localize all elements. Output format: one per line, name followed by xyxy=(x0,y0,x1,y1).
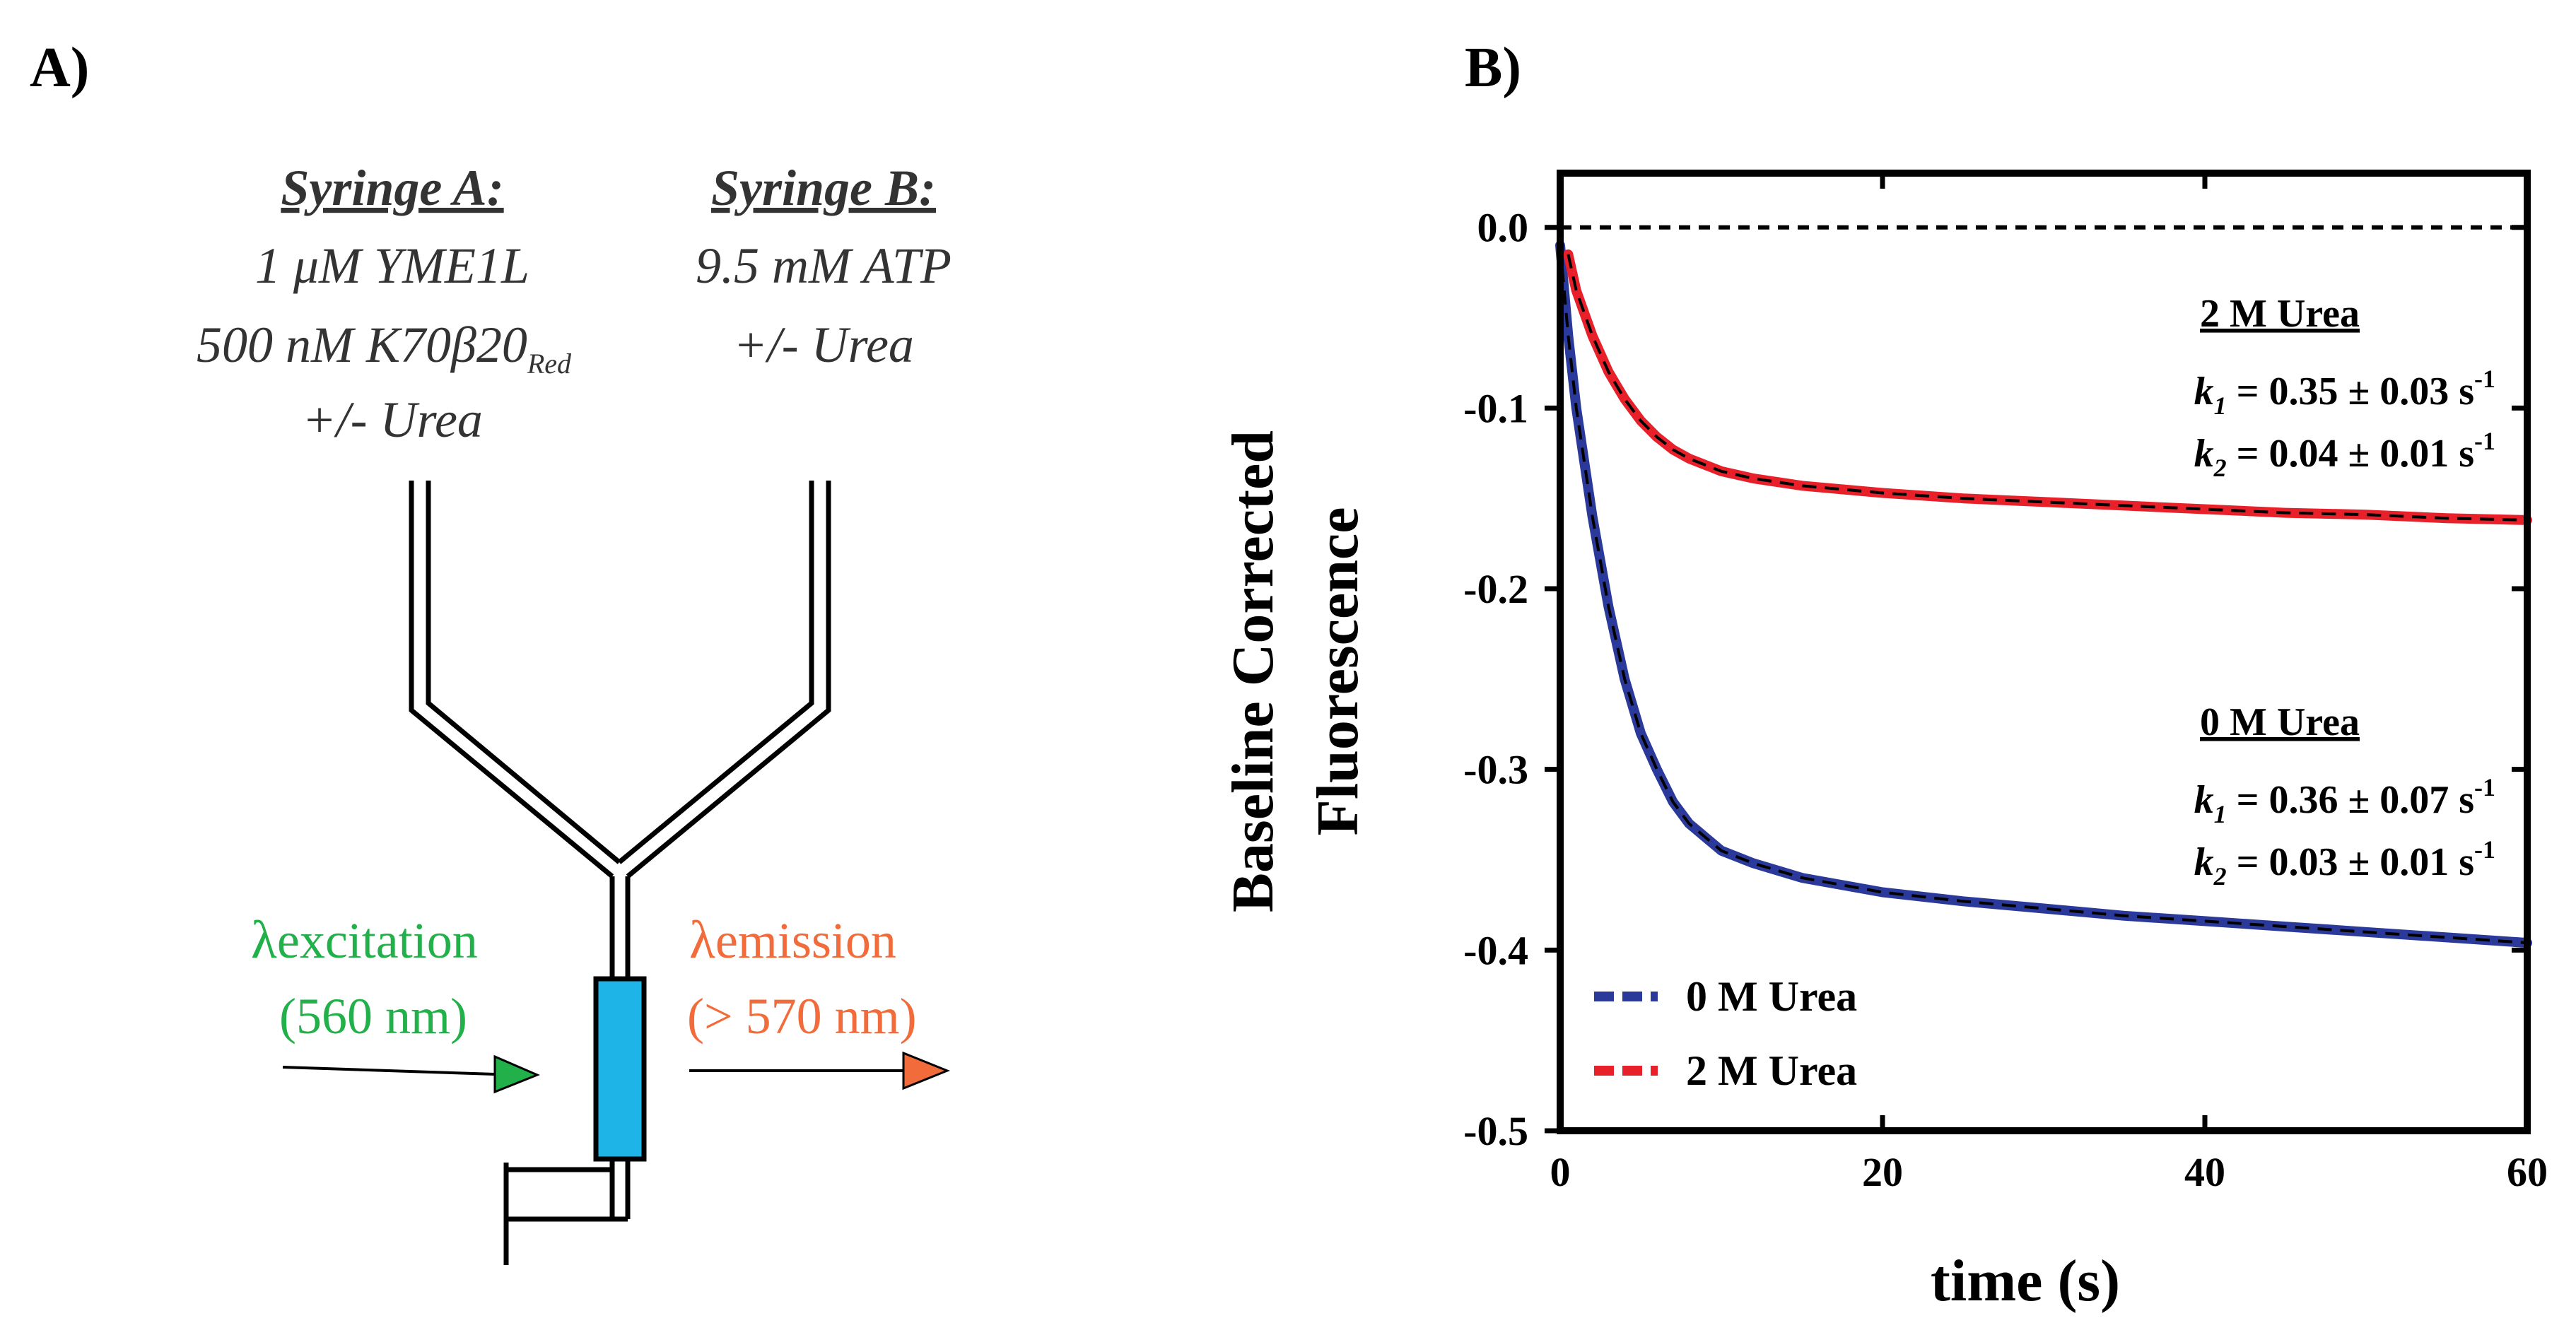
k1-subscript-2m: 1 xyxy=(2214,392,2227,420)
k2-value-0m: = 0.03 ± 0.01 s xyxy=(2227,840,2474,884)
x-tick-label: 20 xyxy=(1862,1149,1903,1195)
y-tick-label: -0.5 xyxy=(1463,1108,1528,1154)
syringe-a-title: Syringe A: xyxy=(281,160,503,216)
excitation-wavelength: (560 nm) xyxy=(279,988,467,1045)
syringe-a-line1: 1 μM YME1L xyxy=(255,237,529,294)
plot-frame xyxy=(1557,170,2531,1134)
x-tick-label: 40 xyxy=(2184,1149,2225,1195)
syringe-b-line2: +/- Urea xyxy=(733,317,914,373)
excitation-word: excitation xyxy=(277,912,478,969)
excitation-label: λexcitation xyxy=(251,910,478,970)
y-tick-label: 0.0 xyxy=(1477,205,1529,251)
k1-value-0m: = 0.36 ± 0.07 s xyxy=(2227,778,2474,822)
fit-line-0-m-urea xyxy=(1559,245,2528,945)
k1-subscript-0m: 1 xyxy=(2214,800,2227,828)
tube-a-inner xyxy=(426,481,621,864)
k2-symbol-2m: k xyxy=(2194,432,2214,476)
emission-label: λemission xyxy=(689,910,896,970)
x-tick-label: 60 xyxy=(2507,1149,2548,1195)
syringe-b-line1: 9.5 mM ATP xyxy=(696,237,952,294)
legend-label-2-m-urea: 2 M Urea xyxy=(1686,1047,1857,1094)
k2-unit-sup-2m: -1 xyxy=(2474,427,2495,455)
k2-symbol-0m: k xyxy=(2194,840,2214,884)
annotation-0m-k2: k2 = 0.03 ± 0.01 s-1 xyxy=(2194,835,2495,890)
annotation-0m-k1: k1 = 0.36 ± 0.07 s-1 xyxy=(2194,773,2495,828)
k2-unit-sup-0m: -1 xyxy=(2474,835,2495,864)
legend-label-0-m-urea: 0 M Urea xyxy=(1686,973,1857,1020)
x-tick-label: 0 xyxy=(1550,1149,1571,1195)
syringe-a-line3: +/- Urea xyxy=(302,392,483,448)
y-tick-label: -0.4 xyxy=(1463,927,1528,973)
y-tick-label: -0.1 xyxy=(1463,385,1528,431)
excitation-arrow-line xyxy=(282,1066,496,1076)
observation-cell xyxy=(593,976,647,1162)
annotation-2m-k1: k1 = 0.35 ± 0.03 s-1 xyxy=(2194,365,2495,420)
y-tick-label: -0.2 xyxy=(1463,566,1528,612)
y-axis-title-line1: Baseline Corrected xyxy=(1220,430,1286,912)
emission-wavelength: (> 570 nm) xyxy=(687,988,917,1045)
k1-unit-sup-2m: -1 xyxy=(2474,365,2495,393)
k2-subscript-2m: 2 xyxy=(2213,454,2227,482)
tube-b-inner xyxy=(617,481,814,864)
emission-lambda: λ xyxy=(689,910,715,970)
syringe-a-protein-subscript: Red xyxy=(527,348,572,380)
plot-area: 0 20 40 60 0.0 -0.1 -0.2 -0.3 -0.4 -0.5 0 M Urea 2 … xyxy=(1463,170,2548,1195)
annotation-2m-title: 2 M Urea xyxy=(2200,292,2360,336)
tube-b-outer xyxy=(626,481,831,878)
y-tick-label: -0.3 xyxy=(1463,747,1528,793)
k1-unit-sup-0m: -1 xyxy=(2474,773,2495,801)
excitation-lambda: λ xyxy=(251,910,277,970)
x-axis-title: time (s) xyxy=(1931,1248,2120,1314)
tube-a-outer xyxy=(409,481,614,878)
k1-symbol-2m: k xyxy=(2194,370,2214,413)
k1-symbol-0m: k xyxy=(2194,778,2214,822)
k2-subscript-0m: 2 xyxy=(2213,862,2227,890)
panel-b-label: B) xyxy=(1465,37,1521,99)
annotation-2m-k2: k2 = 0.04 ± 0.01 s-1 xyxy=(2194,427,2495,482)
k2-value-2m: = 0.04 ± 0.01 s xyxy=(2227,432,2474,476)
emission-arrow-head xyxy=(902,1051,951,1090)
emission-word: emission xyxy=(715,912,896,969)
fit-line-2-m-urea xyxy=(1567,254,2528,522)
syringe-b-title: Syringe B: xyxy=(711,160,936,216)
annotation-0m-title: 0 M Urea xyxy=(2200,700,2360,744)
syringe-a-line2: 500 nM K70β20Red xyxy=(197,317,572,380)
k1-value-2m: = 0.35 ± 0.03 s xyxy=(2227,370,2474,413)
excitation-arrow-head xyxy=(493,1054,540,1094)
y-axis-title-line2: Fluorescence xyxy=(1305,507,1371,836)
syringe-a-protein: 500 nM K70β20 xyxy=(197,317,527,373)
mixer-tubing xyxy=(409,481,831,1265)
panel-a-label: A) xyxy=(30,37,89,99)
